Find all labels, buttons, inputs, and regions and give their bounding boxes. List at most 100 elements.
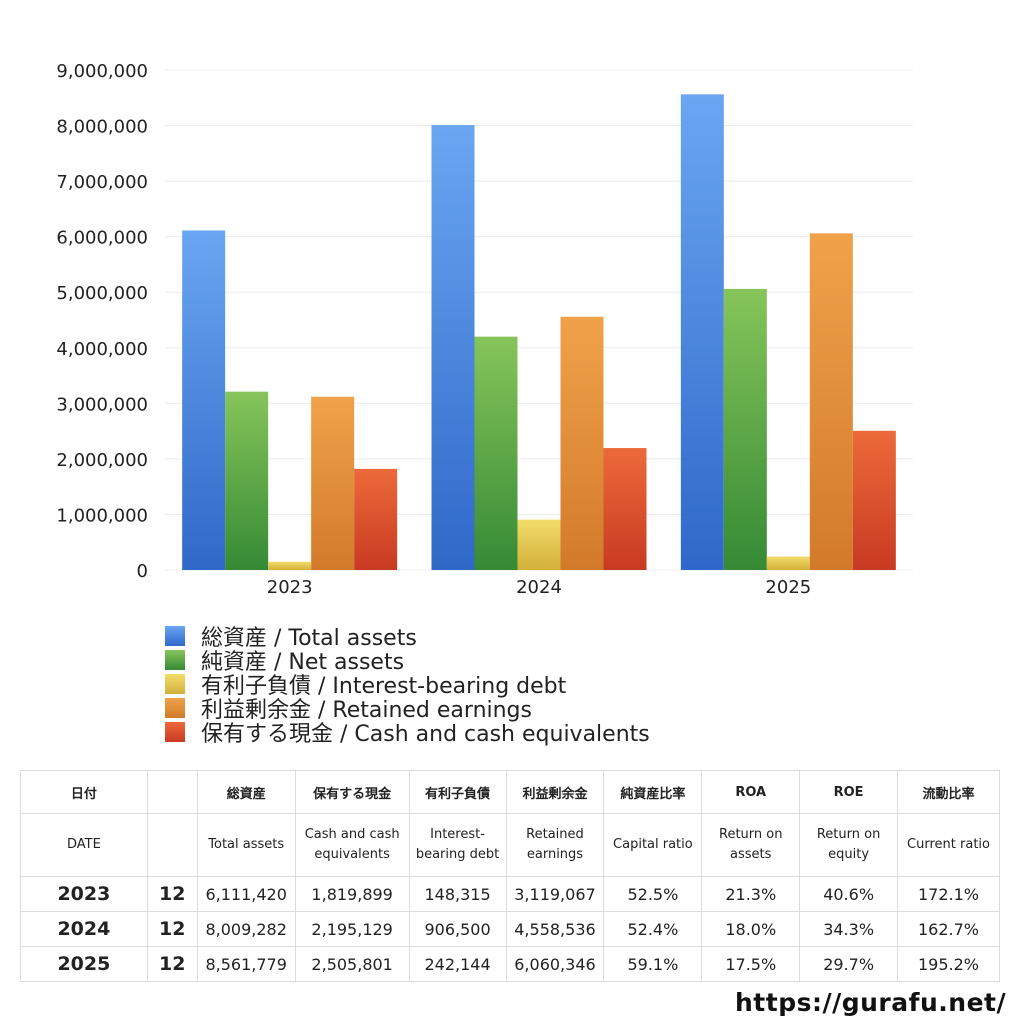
bar — [354, 468, 398, 570]
header-roe: ROE — [799, 770, 899, 814]
cell-roe: 29.7% — [799, 946, 899, 982]
bar — [268, 561, 312, 570]
header-debt-en: Interest-bearing debt — [408, 813, 507, 877]
cell-roe: 34.3% — [799, 911, 899, 947]
cell-capital-ratio: 59.1% — [603, 946, 703, 982]
legend-label: 総資産 / Total assets — [201, 626, 417, 651]
cell-year: 2024 — [20, 911, 148, 947]
legend-swatch — [165, 674, 185, 694]
legend-label: 純資産 / Net assets — [201, 650, 405, 675]
legend-item-net-assets: 純資産 / Net assets — [165, 648, 650, 675]
header-current-ratio-en: Current ratio — [897, 813, 1000, 877]
bar — [431, 125, 475, 570]
legend-swatch — [165, 722, 185, 742]
x-tick-label: 2025 — [765, 577, 811, 598]
cell-roa: 18.0% — [701, 911, 801, 947]
header-total-assets-en: Total assets — [196, 813, 296, 877]
y-tick-label: 2,000,000 — [56, 450, 148, 471]
x-tick-label: 2024 — [516, 577, 562, 598]
legend-item-cash: 保有する現金 / Cash and cash equivalents — [165, 720, 650, 747]
chart-legend: 総資産 / Total assets 純資産 / Net assets 有利子負… — [165, 624, 650, 747]
bar-chart: 0 1,000,000 2,000,000 3,000,000 4,000,000 5,0… — [56, 61, 913, 598]
legend-label: 保有する現金 / Cash and cash equivalents — [201, 722, 650, 747]
cell-total-assets: 8,561,779 — [196, 946, 296, 982]
x-tick-label: 2023 — [267, 577, 313, 598]
bar — [474, 336, 518, 570]
y-tick-label: 1,000,000 — [56, 505, 148, 526]
cell-current-ratio: 162.7% — [897, 911, 1000, 947]
cell-roe: 40.6% — [799, 876, 899, 912]
financial-data-table: 日付 総資産 保有する現金 有利子負債 利益剰余金 純資産比率 ROA ROE … — [20, 770, 1000, 982]
bar — [766, 556, 810, 570]
cell-debt: 906,500 — [408, 911, 507, 947]
bar — [517, 519, 561, 570]
cell-capital-ratio: 52.4% — [603, 911, 703, 947]
cell-month: 12 — [146, 946, 198, 982]
bar — [809, 233, 853, 570]
header-retained: 利益剰余金 — [505, 770, 605, 814]
header-roa-en: Return on assets — [701, 813, 801, 877]
cell-month: 12 — [146, 911, 198, 947]
header-date: 日付 — [20, 770, 148, 814]
header-roe-en: Return on equity — [799, 813, 899, 877]
header-cash: 保有する現金 — [294, 770, 410, 814]
cell-retained: 6,060,346 — [505, 946, 605, 982]
legend-item-retained-earnings: 利益剰余金 / Retained earnings — [165, 696, 650, 723]
y-tick-label: 5,000,000 — [56, 283, 148, 304]
cell-roa: 17.5% — [701, 946, 801, 982]
cell-debt: 148,315 — [408, 876, 507, 912]
cell-cash: 2,505,801 — [294, 946, 410, 982]
cell-current-ratio: 172.1% — [897, 876, 1000, 912]
cell-roa: 21.3% — [701, 876, 801, 912]
y-tick-label: 8,000,000 — [56, 117, 148, 138]
table-row: 2025 12 8,561,779 2,505,801 242,144 6,06… — [20, 946, 1000, 982]
bar — [182, 230, 226, 570]
bar — [852, 430, 896, 570]
table-header-jp: 日付 総資産 保有する現金 有利子負債 利益剰余金 純資産比率 ROA ROE … — [20, 770, 1000, 814]
header-current-ratio: 流動比率 — [897, 770, 1000, 814]
y-tick-label: 0 — [137, 561, 148, 582]
legend-swatch — [165, 650, 185, 670]
bar — [680, 94, 724, 570]
legend-label: 利益剰余金 / Retained earnings — [201, 698, 532, 723]
cell-total-assets: 6,111,420 — [196, 876, 296, 912]
cell-year: 2025 — [20, 946, 148, 982]
bar — [723, 288, 767, 570]
bar — [560, 316, 604, 570]
header-month — [147, 770, 198, 814]
table-row: 2023 12 6,111,420 1,819,899 148,315 3,11… — [20, 876, 1000, 912]
table-row: 2024 12 8,009,282 2,195,129 906,500 4,55… — [20, 911, 1000, 947]
y-tick-label: 9,000,000 — [56, 61, 148, 82]
bar — [311, 396, 355, 570]
header-roa: ROA — [701, 770, 801, 814]
y-tick-label: 4,000,000 — [56, 339, 148, 360]
cell-retained: 3,119,067 — [505, 876, 605, 912]
legend-item-total-assets: 総資産 / Total assets — [165, 624, 650, 651]
cell-month: 12 — [146, 876, 198, 912]
header-month-en — [146, 813, 198, 877]
cell-total-assets: 8,009,282 — [196, 911, 296, 947]
legend-swatch — [165, 626, 185, 646]
header-retained-en: Retained earnings — [505, 813, 605, 877]
cell-cash: 2,195,129 — [294, 911, 410, 947]
header-debt: 有利子負債 — [408, 770, 507, 814]
cell-debt: 242,144 — [408, 946, 507, 982]
cell-current-ratio: 195.2% — [897, 946, 1000, 982]
header-capital-ratio: 純資産比率 — [603, 770, 703, 814]
table-header-en: DATE Total assets Cash and cash equivale… — [20, 813, 1000, 877]
y-tick-label: 7,000,000 — [56, 172, 148, 193]
header-capital-ratio-en: Capital ratio — [603, 813, 703, 877]
y-tick-label: 3,000,000 — [56, 394, 148, 415]
legend-label: 有利子負債 / Interest-bearing debt — [201, 674, 567, 699]
legend-swatch — [165, 698, 185, 718]
cell-year: 2023 — [20, 876, 148, 912]
y-tick-label: 6,000,000 — [56, 228, 148, 249]
bar — [603, 448, 647, 570]
cell-retained: 4,558,536 — [505, 911, 605, 947]
header-cash-en: Cash and cash equivalents — [294, 813, 410, 877]
cell-capital-ratio: 52.5% — [603, 876, 703, 912]
header-date-en: DATE — [20, 813, 148, 877]
source-url[interactable]: https://gurafu.net/ — [735, 988, 1007, 1017]
legend-item-interest-bearing-debt: 有利子負債 / Interest-bearing debt — [165, 672, 650, 699]
header-total-assets: 総資産 — [196, 770, 296, 814]
